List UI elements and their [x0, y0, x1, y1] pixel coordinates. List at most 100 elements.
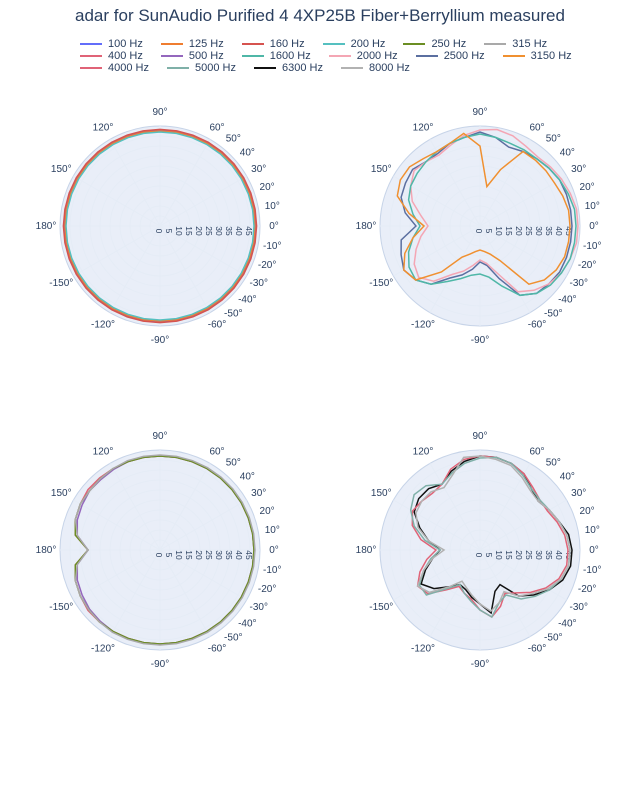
svg-text:-50°: -50°	[224, 308, 242, 319]
svg-text:45: 45	[244, 550, 254, 560]
legend-swatch	[80, 55, 102, 57]
legend-swatch	[254, 67, 276, 69]
svg-text:30°: 30°	[251, 488, 266, 499]
polar-panel-4: 0°10°20°30°40°50°60°90°120°150°180°-150°…	[320, 410, 640, 726]
svg-text:-90°: -90°	[471, 335, 489, 346]
svg-text:40: 40	[554, 226, 564, 236]
svg-text:15: 15	[184, 226, 194, 236]
svg-text:25: 25	[524, 550, 534, 560]
svg-text:10: 10	[174, 550, 184, 560]
legend-item[interactable]: 200 Hz	[323, 38, 386, 50]
svg-text:30: 30	[534, 226, 544, 236]
polar-panel-3: 0°10°20°30°40°50°60°90°120°150°180°-150°…	[0, 410, 320, 726]
legend-swatch	[503, 55, 525, 57]
svg-text:35: 35	[544, 226, 554, 236]
svg-text:-120°: -120°	[91, 644, 115, 655]
svg-text:-120°: -120°	[411, 644, 435, 655]
svg-text:-40°: -40°	[558, 294, 576, 305]
legend-label: 5000 Hz	[195, 62, 236, 74]
svg-text:-10°: -10°	[263, 565, 281, 576]
svg-text:5: 5	[484, 229, 494, 234]
svg-text:25: 25	[204, 226, 214, 236]
svg-text:90°: 90°	[152, 431, 167, 442]
svg-text:-60°: -60°	[528, 320, 546, 331]
legend-item[interactable]: 6300 Hz	[254, 62, 323, 74]
svg-text:-10°: -10°	[583, 565, 601, 576]
svg-text:40°: 40°	[240, 472, 255, 483]
polar-panel-1: 0°10°20°30°40°50°60°90°120°150°180°-150°…	[0, 86, 320, 402]
legend-label: 160 Hz	[270, 38, 305, 50]
svg-text:15: 15	[504, 226, 514, 236]
svg-text:120°: 120°	[413, 122, 434, 133]
svg-text:15: 15	[184, 550, 194, 560]
legend-item[interactable]: 3150 Hz	[503, 50, 572, 62]
legend-item[interactable]: 125 Hz	[161, 38, 224, 50]
legend-swatch	[323, 43, 345, 45]
svg-text:-10°: -10°	[263, 241, 281, 252]
svg-text:-90°: -90°	[151, 335, 169, 346]
legend-label: 6300 Hz	[282, 62, 323, 74]
svg-text:150°: 150°	[371, 164, 392, 175]
svg-text:60°: 60°	[529, 446, 544, 457]
svg-text:25: 25	[524, 226, 534, 236]
legend-swatch	[242, 55, 264, 57]
svg-text:60°: 60°	[209, 122, 224, 133]
svg-text:-150°: -150°	[369, 278, 393, 289]
svg-text:50°: 50°	[546, 458, 561, 469]
svg-text:90°: 90°	[472, 431, 487, 442]
svg-text:15: 15	[504, 550, 514, 560]
legend-item[interactable]: 250 Hz	[403, 38, 466, 50]
legend-item[interactable]: 5000 Hz	[167, 62, 236, 74]
svg-text:50°: 50°	[546, 134, 561, 145]
svg-text:0: 0	[474, 229, 484, 234]
legend-swatch	[161, 55, 183, 57]
legend-swatch	[242, 43, 264, 45]
svg-text:45: 45	[244, 226, 254, 236]
svg-text:30: 30	[214, 226, 224, 236]
svg-text:-90°: -90°	[471, 659, 489, 670]
svg-text:0: 0	[154, 229, 164, 234]
legend-label: 125 Hz	[189, 38, 224, 50]
legend-item[interactable]: 4000 Hz	[80, 62, 149, 74]
svg-text:-60°: -60°	[208, 644, 226, 655]
svg-text:-50°: -50°	[544, 632, 562, 643]
svg-text:40°: 40°	[560, 148, 575, 159]
legend-item[interactable]: 500 Hz	[161, 50, 224, 62]
svg-text:20°: 20°	[580, 506, 595, 517]
legend-item[interactable]: 400 Hz	[80, 50, 143, 62]
svg-text:50°: 50°	[226, 458, 241, 469]
legend-label: 1600 Hz	[270, 50, 311, 62]
svg-text:-30°: -30°	[250, 602, 268, 613]
svg-text:10°: 10°	[265, 201, 280, 212]
svg-text:40: 40	[234, 226, 244, 236]
svg-text:-60°: -60°	[528, 644, 546, 655]
svg-text:-30°: -30°	[250, 278, 268, 289]
legend-item[interactable]: 1600 Hz	[242, 50, 311, 62]
legend-swatch	[80, 43, 102, 45]
legend-label: 4000 Hz	[108, 62, 149, 74]
svg-text:-20°: -20°	[578, 584, 596, 595]
svg-text:35: 35	[544, 550, 554, 560]
svg-text:30°: 30°	[571, 164, 586, 175]
svg-text:10°: 10°	[585, 201, 600, 212]
svg-text:-150°: -150°	[49, 602, 73, 613]
legend-label: 315 Hz	[512, 38, 547, 50]
svg-text:-40°: -40°	[238, 618, 256, 629]
svg-text:10°: 10°	[265, 525, 280, 536]
svg-text:30: 30	[534, 550, 544, 560]
legend-item[interactable]: 2000 Hz	[329, 50, 398, 62]
svg-text:20: 20	[514, 550, 524, 560]
legend-item[interactable]: 2500 Hz	[416, 50, 485, 62]
legend-swatch	[329, 55, 351, 57]
svg-text:20°: 20°	[580, 182, 595, 193]
svg-text:-20°: -20°	[258, 260, 276, 271]
svg-text:-30°: -30°	[570, 278, 588, 289]
legend-item[interactable]: 8000 Hz	[341, 62, 410, 74]
legend-item[interactable]: 160 Hz	[242, 38, 305, 50]
svg-text:-90°: -90°	[151, 659, 169, 670]
svg-text:60°: 60°	[529, 122, 544, 133]
legend-item[interactable]: 315 Hz	[484, 38, 547, 50]
svg-text:10: 10	[494, 550, 504, 560]
svg-text:180°: 180°	[356, 221, 377, 232]
legend-item[interactable]: 100 Hz	[80, 38, 143, 50]
